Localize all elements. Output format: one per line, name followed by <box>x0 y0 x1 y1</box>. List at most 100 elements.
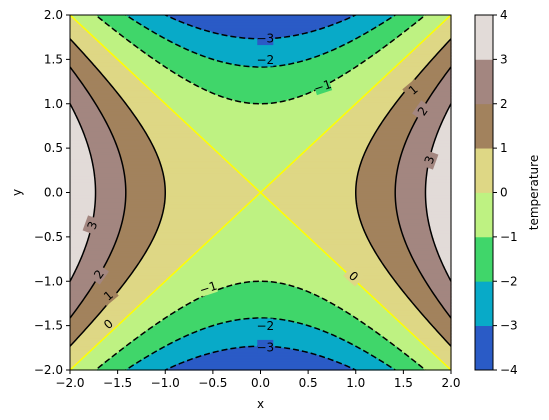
contour-band-cell <box>127 316 168 319</box>
contour-band-cell <box>389 312 422 315</box>
contour-band-cell <box>439 23 452 26</box>
contour-band-cell <box>185 304 336 307</box>
colorbar-tick-label: 3 <box>500 52 508 66</box>
contour-band-cell <box>166 103 355 106</box>
contour-band-cell <box>98 40 130 43</box>
contour-band-cell <box>431 235 452 238</box>
contour-band-cell <box>404 238 435 241</box>
contour-band-cell <box>123 170 163 173</box>
contour-band-cell <box>393 66 427 69</box>
contour-band-cell <box>379 124 414 127</box>
contour-band-cell <box>416 337 444 340</box>
contour-band-cell <box>135 44 179 47</box>
contour-band-cell <box>325 84 376 87</box>
contour-band-cell <box>125 192 166 195</box>
contour-band-cell <box>116 56 152 59</box>
contour-band-cell <box>420 365 447 368</box>
contour-band-cell <box>428 34 452 37</box>
contour-band-cell <box>70 226 92 229</box>
contour-band-cell <box>277 174 358 177</box>
contour-band-cell <box>349 108 392 111</box>
contour-band-cell <box>117 31 154 34</box>
contour-band-cell <box>70 136 87 139</box>
contour-band-cell <box>241 208 279 211</box>
contour-band-cell <box>92 162 123 165</box>
contour-band-cell <box>100 312 133 315</box>
contour-band-cell <box>79 335 108 339</box>
contour-band-cell <box>373 247 409 250</box>
contour-band-cell <box>117 91 155 94</box>
contour-band-cell <box>419 270 447 273</box>
contour-band-cell <box>349 109 392 112</box>
contour-band-cell <box>123 174 165 177</box>
contour-band-cell <box>109 254 144 257</box>
contour-band-cell <box>341 307 385 310</box>
contour-band-cell <box>79 304 108 307</box>
contour-band-cell <box>446 112 452 115</box>
contour-band-cell <box>73 71 101 74</box>
contour-band-cell <box>355 189 397 192</box>
contour-band-cell <box>422 343 451 346</box>
contour-band-cell <box>390 41 422 44</box>
contour-band-cell <box>70 22 81 25</box>
contour-band-cell <box>377 254 412 257</box>
contour-band-cell <box>439 259 452 262</box>
contour-band-cell <box>84 134 114 137</box>
contour-band-cell <box>154 236 214 239</box>
contour-band-cell <box>439 50 452 53</box>
contour-band-cell <box>433 241 452 244</box>
contour-label-text: −1 <box>198 279 219 298</box>
contour-band-cell <box>70 293 89 296</box>
contour-band-cell <box>70 244 87 247</box>
contour-band-cell <box>403 352 433 355</box>
contour-band-cell <box>84 356 112 359</box>
contour-band-cell <box>77 264 106 268</box>
contour-band-cell <box>93 174 125 177</box>
contour-band-cell <box>163 65 246 68</box>
contour-band-cell <box>398 321 430 324</box>
contour-band-cell <box>430 287 452 290</box>
contour-band-cell <box>120 155 158 158</box>
contour-band-cell <box>70 69 74 72</box>
contour-band-cell <box>95 183 127 186</box>
contour-band-cell <box>371 245 408 248</box>
contour-band-cell <box>108 125 143 129</box>
contour-band-cell <box>358 171 398 174</box>
contour-band-cell <box>74 72 103 75</box>
contour-band-cell <box>70 223 93 226</box>
contour-band-cell <box>70 77 79 80</box>
contour-band-cell <box>273 204 358 207</box>
contour-band-cell <box>89 149 119 152</box>
contour-band-cell <box>119 94 158 97</box>
contour-band-cell <box>93 208 125 211</box>
contour-band-cell <box>374 53 411 56</box>
contour-band-cell <box>131 17 174 21</box>
contour-band-cell <box>104 263 139 266</box>
contour-band-cell <box>392 315 425 318</box>
contour-band-cell <box>435 294 452 297</box>
contour-band-cell <box>146 133 200 136</box>
contour-band-cell <box>135 267 181 271</box>
contour-band-cell <box>439 359 452 362</box>
contour-band-cell <box>427 284 452 287</box>
contour-band-cell <box>424 15 451 18</box>
contour-band-cell <box>89 235 119 238</box>
contour-band-cell <box>165 193 260 197</box>
contour-band-cell <box>204 139 317 142</box>
contour-band-cell <box>363 155 401 158</box>
contour-band-cell <box>400 96 431 99</box>
contour-band-cell <box>370 327 406 330</box>
contour-band-cell <box>409 131 439 134</box>
contour-band-cell <box>93 210 125 213</box>
contour-band-cell <box>416 77 444 80</box>
contour-band-cell <box>336 263 384 266</box>
contour-band-cell <box>112 330 147 333</box>
contour-band-cell <box>355 192 397 195</box>
contour-band-cell <box>417 338 446 342</box>
contour-band-cell <box>157 322 222 325</box>
contour-band-cell <box>127 105 170 108</box>
contour-band-cell <box>431 32 452 35</box>
contour-band-cell <box>187 303 335 306</box>
contour-band-cell <box>95 204 127 207</box>
contour-band-cell <box>397 173 428 176</box>
